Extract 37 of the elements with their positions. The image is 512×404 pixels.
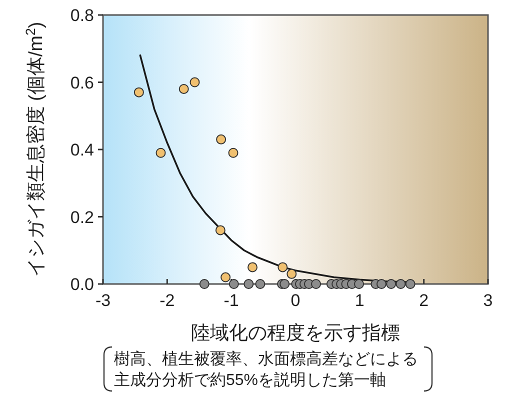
point [376, 279, 386, 289]
point [215, 225, 226, 236]
point [220, 272, 231, 282]
x-tick-label: 3 [483, 291, 493, 310]
x-axis-title: 陸域化の程度を示す指標 [191, 322, 400, 344]
point [156, 148, 166, 158]
point [396, 279, 406, 289]
point [244, 279, 254, 289]
text: 主成分分析で約55%を説明した第一軸 [114, 371, 386, 389]
point [178, 84, 189, 94]
point [228, 279, 239, 289]
point [354, 279, 364, 289]
point [286, 268, 297, 279]
point [278, 262, 288, 272]
text: 樹高、植生被覆率、水面標高差などによる [114, 350, 418, 368]
point [280, 279, 290, 289]
point [311, 279, 322, 289]
y-tick-label: 0.4 [70, 140, 94, 160]
x-tick-label: 1 [354, 291, 364, 310]
point [405, 279, 416, 289]
x-tick-label: -2 [160, 291, 175, 310]
point [255, 279, 266, 289]
x-tick-label: 2 [419, 291, 429, 310]
y-tick-label: 0.2 [70, 208, 94, 227]
point [216, 134, 226, 144]
x-tick-label: -3 [95, 291, 111, 310]
x-tick-label: -1 [224, 291, 239, 310]
x-tick-label: 0 [290, 291, 300, 310]
y-tick-label: 0.8 [70, 6, 94, 25]
point [190, 77, 200, 88]
point [134, 87, 144, 98]
point [228, 148, 238, 158]
point [199, 279, 210, 289]
point [248, 262, 258, 272]
point [386, 279, 396, 289]
y-tick-label: 0.6 [70, 73, 94, 92]
y-tick-label: 0.0 [70, 275, 94, 294]
